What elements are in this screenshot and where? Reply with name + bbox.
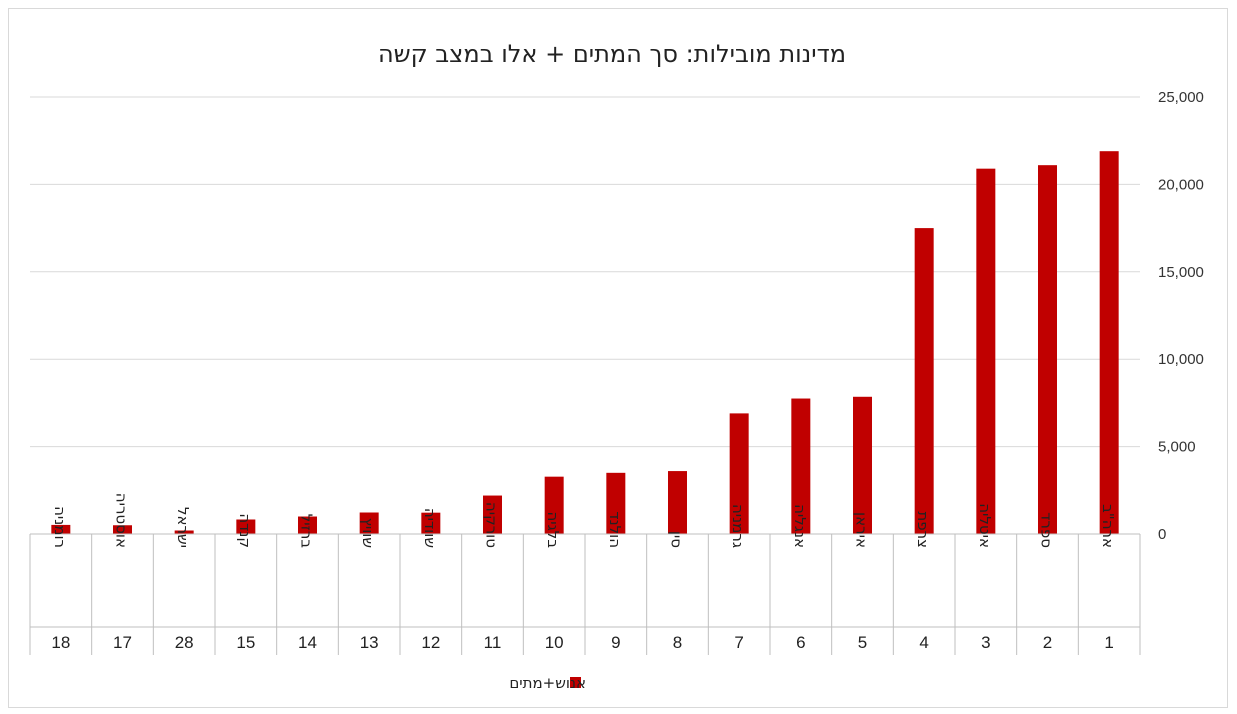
category-label: צרפת	[914, 511, 932, 548]
bar	[914, 228, 934, 534]
chart-frame	[8, 8, 1228, 708]
category-label: טורקיה	[483, 502, 501, 548]
rank-label: 13	[360, 633, 379, 652]
rank-label: 6	[796, 633, 805, 652]
category-label: סין	[668, 531, 686, 548]
bar	[174, 530, 194, 534]
category-label: ספרד	[1038, 512, 1056, 548]
category-label: ברזיל	[298, 514, 316, 549]
bar	[544, 476, 564, 534]
bar	[51, 524, 71, 534]
rank-label: 5	[858, 633, 867, 652]
bar	[113, 525, 132, 534]
bar	[483, 495, 502, 534]
chart-title: מדינות מובילות: סך המתים + אלו במצב קשה	[378, 40, 846, 68]
bar	[791, 398, 811, 534]
category-label: ישראל	[174, 507, 192, 548]
category-label: אוסטריה	[113, 493, 131, 548]
rank-label: 2	[1043, 633, 1052, 652]
bar	[421, 512, 441, 534]
rank-label: 14	[298, 633, 317, 652]
category-label: שוויץ	[359, 518, 377, 548]
bar	[298, 516, 317, 534]
rank-label: 12	[421, 633, 440, 652]
category-label: איראן	[853, 512, 871, 548]
rank-label: 10	[545, 633, 564, 652]
y-axis-ticks: 0 5,000 10,000 15,000 20,000 25,000	[1158, 89, 1204, 543]
rank-label: 9	[611, 633, 620, 652]
category-label: שוודיה	[421, 508, 439, 548]
category-label: גרמניה	[729, 504, 747, 548]
bar	[1038, 165, 1057, 534]
y-tick-label: 0	[1158, 526, 1166, 543]
rank-label: 4	[919, 633, 928, 652]
y-tick-label: 5,000	[1158, 439, 1196, 456]
bars	[51, 151, 1119, 535]
legend-label: אנוש+מתים	[509, 674, 586, 692]
x-axis: ארה"ב 1 ספרד 2 איטליה 3 צרפת 4 איראן 5 אנגליה 6 גרמנ…	[29, 493, 1141, 655]
category-label: בלגיה	[544, 511, 562, 548]
rank-label: 15	[236, 633, 255, 652]
category-label: רומניה	[51, 506, 69, 548]
bar	[976, 168, 996, 534]
category-label: אנגליה	[791, 504, 809, 548]
category-label: ארה"ב	[1099, 504, 1117, 548]
rank-label: 28	[175, 633, 194, 652]
rank-label: 18	[51, 633, 70, 652]
bar	[359, 512, 379, 534]
rank-label: 8	[673, 633, 682, 652]
legend-swatch	[570, 677, 581, 688]
bar	[668, 471, 687, 534]
y-tick-label: 15,000	[1158, 264, 1204, 281]
rank-label: 11	[484, 633, 502, 652]
y-tick-label: 25,000	[1158, 89, 1204, 106]
gridlines	[30, 96, 1140, 448]
category-label: הולנד	[606, 511, 624, 548]
bar	[1099, 151, 1119, 535]
rank-label: 7	[734, 633, 743, 652]
rank-label: 17	[113, 633, 132, 652]
rank-label: 1	[1104, 633, 1113, 652]
legend: אנוש+מתים	[509, 674, 586, 692]
bar	[729, 413, 749, 534]
y-tick-label: 10,000	[1158, 351, 1204, 368]
y-tick-label: 20,000	[1158, 176, 1204, 193]
bar	[236, 519, 256, 534]
category-label: קנדה	[236, 513, 254, 548]
bar	[853, 396, 872, 534]
category-label: איטליה	[976, 503, 994, 548]
bar	[606, 472, 626, 534]
rank-label: 3	[981, 633, 990, 652]
